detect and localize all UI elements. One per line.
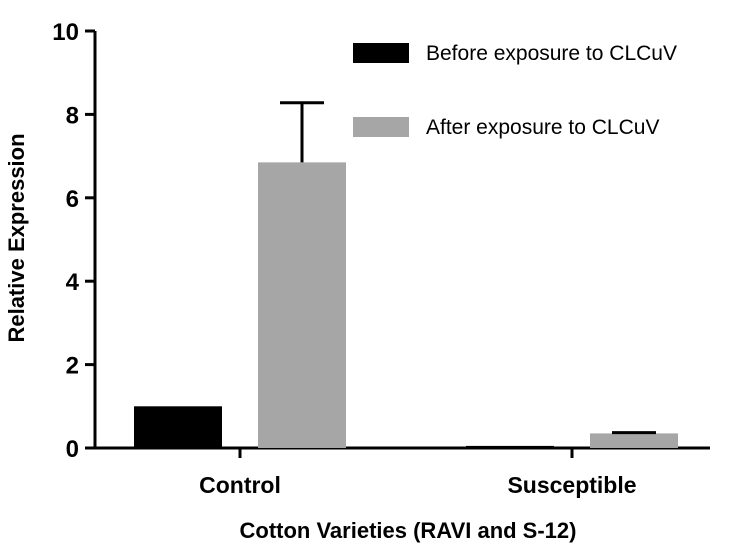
bar bbox=[134, 406, 222, 448]
y-ticks: 0 2 4 6 8 10 bbox=[52, 19, 95, 463]
bar bbox=[590, 433, 678, 448]
y-tick-label: 0 bbox=[66, 436, 79, 463]
x-tick-label: Control bbox=[199, 472, 281, 498]
x-axis-title: Cotton Varieties (RAVI and S-12) bbox=[240, 518, 577, 543]
y-tick-label: 10 bbox=[52, 19, 79, 46]
y-tick-label: 8 bbox=[66, 102, 79, 129]
error-bars bbox=[280, 101, 656, 435]
bars bbox=[134, 162, 678, 449]
axes bbox=[93, 31, 710, 450]
legend-label: Before exposure to CLCuV bbox=[426, 42, 677, 65]
y-tick-label: 6 bbox=[66, 186, 79, 213]
x-ticks: Control Susceptible bbox=[199, 448, 637, 498]
x-tick-label: Susceptible bbox=[507, 472, 636, 498]
bar bbox=[466, 445, 554, 448]
legend-swatch bbox=[353, 43, 409, 63]
bar bbox=[258, 162, 346, 449]
y-tick-label: 4 bbox=[66, 269, 80, 296]
y-axis-title: Relative Expression bbox=[4, 133, 29, 342]
legend-swatch bbox=[353, 117, 409, 137]
legend: Before exposure to CLCuV After exposure t… bbox=[353, 42, 677, 139]
y-tick-label: 2 bbox=[66, 353, 79, 380]
legend-label: After exposure to CLCuV bbox=[426, 116, 659, 139]
